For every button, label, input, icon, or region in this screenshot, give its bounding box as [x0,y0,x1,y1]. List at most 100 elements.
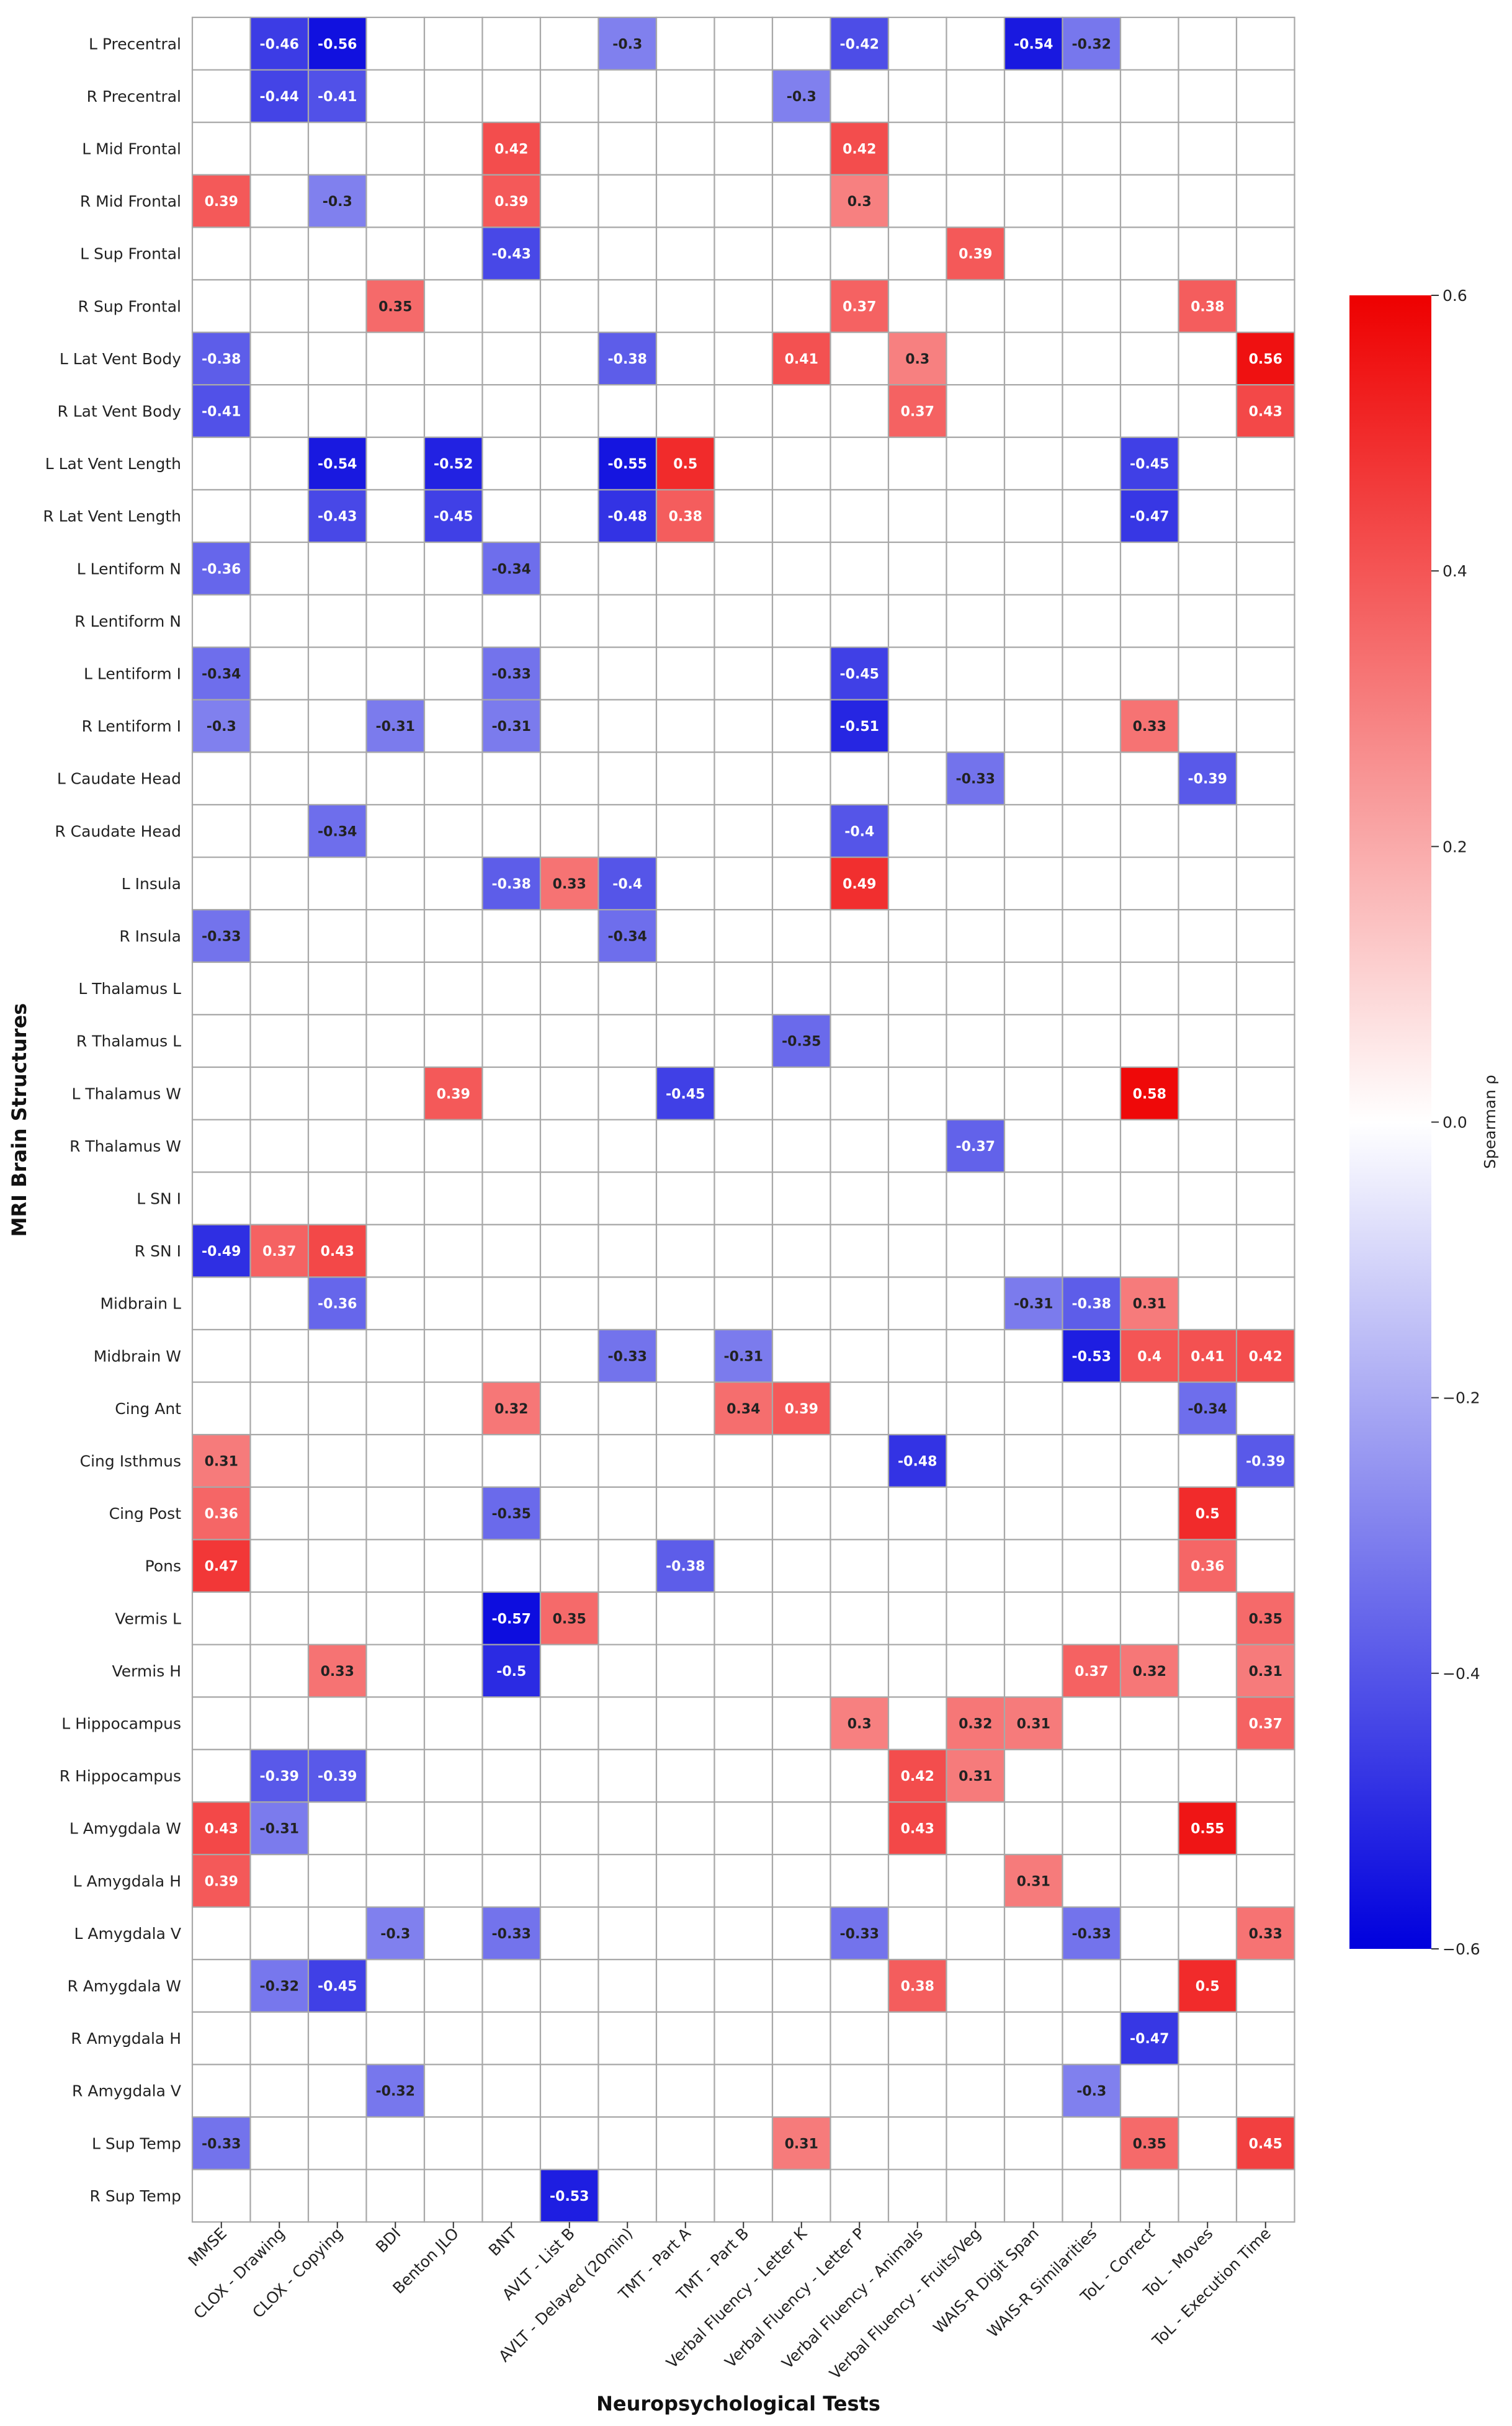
heatmap-cell [655,226,715,281]
row-label: R Insula [119,928,181,946]
heatmap-cell [365,69,426,123]
heatmap-cell [887,647,947,700]
heatmap-cell [597,1171,658,1225]
heatmap-cell [830,1014,890,1068]
heatmap-cell [946,2169,1006,2223]
heatmap-cell [830,699,890,753]
heatmap-cell [714,1801,774,1856]
heatmap-cell [830,1224,890,1278]
x-axis-title: Neuropsychological Tests [596,2392,880,2415]
heatmap-cell [307,1328,367,1383]
heatmap-cell [1062,1434,1122,1488]
heatmap-cell [539,1644,599,1698]
heatmap-cell [191,69,251,123]
heatmap-cell [655,1014,715,1068]
heatmap-cell [191,1066,251,1121]
heatmap-cell [830,1381,890,1436]
heatmap-cell [1119,751,1179,806]
heatmap-cell [423,1276,483,1331]
heatmap-cell [1178,226,1238,281]
heatmap-cell [249,1171,310,1225]
heatmap-cell [423,1644,483,1698]
cell-value-label: -0.35 [492,1506,531,1522]
heatmap-cell [1235,1644,1295,1698]
heatmap-cell [1235,699,1295,753]
heatmap-cell [249,16,310,71]
heatmap-cell [714,384,774,438]
heatmap-cell [423,2169,483,2223]
heatmap-cell [597,226,658,281]
heatmap-cell [1062,541,1122,596]
heatmap-cell [249,1906,310,1961]
cell-value-label: -0.33 [492,667,531,683]
cell-value-label: -0.44 [260,89,299,105]
heatmap-cell [307,1014,367,1068]
heatmap-cell [597,2116,658,2170]
heatmap-cell [423,909,483,963]
heatmap-cell [191,594,251,648]
heatmap-cell [887,174,947,228]
heatmap-cell [655,279,715,333]
colorbar-tick-label: −0.2 [1443,1389,1480,1407]
heatmap-cell [887,2064,947,2118]
heatmap-cell [1003,803,1063,858]
cell-value-label: 0.43 [901,1822,934,1837]
heatmap-cell [1003,699,1063,753]
row-label: L SN I [136,1190,181,1208]
heatmap-cell [1178,16,1238,71]
colorbar [1349,295,1431,1949]
heatmap-cell [1235,16,1295,71]
heatmap-cell [771,856,831,911]
heatmap-cell [365,1014,426,1068]
row-tick-labels: L Precentral R Precentral L Mid Frontal R M… [43,35,181,2205]
heatmap-cell [365,699,426,753]
heatmap-cell [481,594,542,648]
row-label: Pons [145,1557,181,1575]
heatmap-cell [539,1171,599,1225]
cell-value-label: -0.51 [840,719,879,735]
cell-value-label: -0.41 [318,89,357,105]
heatmap-cell [539,1381,599,1436]
heatmap-cell [1119,1171,1179,1225]
heatmap-cell [1119,174,1179,228]
cell-value-label: 0.37 [1249,1717,1282,1732]
heatmap-cell [1178,1906,1238,1961]
heatmap-cell [1119,1328,1179,1383]
heatmap-cell [365,122,426,176]
heatmap-cell [597,1224,658,1278]
heatmap-cell [423,279,483,333]
heatmap-cell [365,1328,426,1383]
heatmap-cell [191,1486,251,1541]
cell-value-label: 0.39 [494,194,528,210]
heatmap-cell [365,1171,426,1225]
heatmap-cell [887,803,947,858]
heatmap-cell [1003,647,1063,700]
row-label: L Sup Temp [92,2134,181,2152]
heatmap-cell [191,174,251,228]
heatmap-cell [1178,331,1238,386]
heatmap-cell [597,69,658,123]
cell-value-label: 0.38 [669,509,702,525]
heatmap-cell [1235,279,1295,333]
heatmap-cell [1003,1906,1063,1961]
cell-value-label: 0.31 [1017,1874,1050,1889]
heatmap-cell [307,2011,367,2066]
cell-value-label: 0.39 [205,1874,238,1889]
heatmap-cell [946,803,1006,858]
heatmap-cell [830,541,890,596]
heatmap-cell [887,2116,947,2170]
heatmap-cell [423,1328,483,1383]
heatmap-cell [191,803,251,858]
cell-value-label: -0.38 [608,352,647,367]
heatmap-cell [307,647,367,700]
cell-value-label: 0.31 [959,1769,992,1784]
heatmap-cell [423,331,483,386]
heatmap-cell [830,1644,890,1698]
heatmap-cell [249,1066,310,1121]
heatmap-cell [597,1381,658,1436]
heatmap-cell [597,1696,658,1750]
heatmap-cell [714,1119,774,1173]
heatmap-cell [946,436,1006,491]
heatmap-cell [539,1801,599,1856]
heatmap-cell [830,856,890,911]
